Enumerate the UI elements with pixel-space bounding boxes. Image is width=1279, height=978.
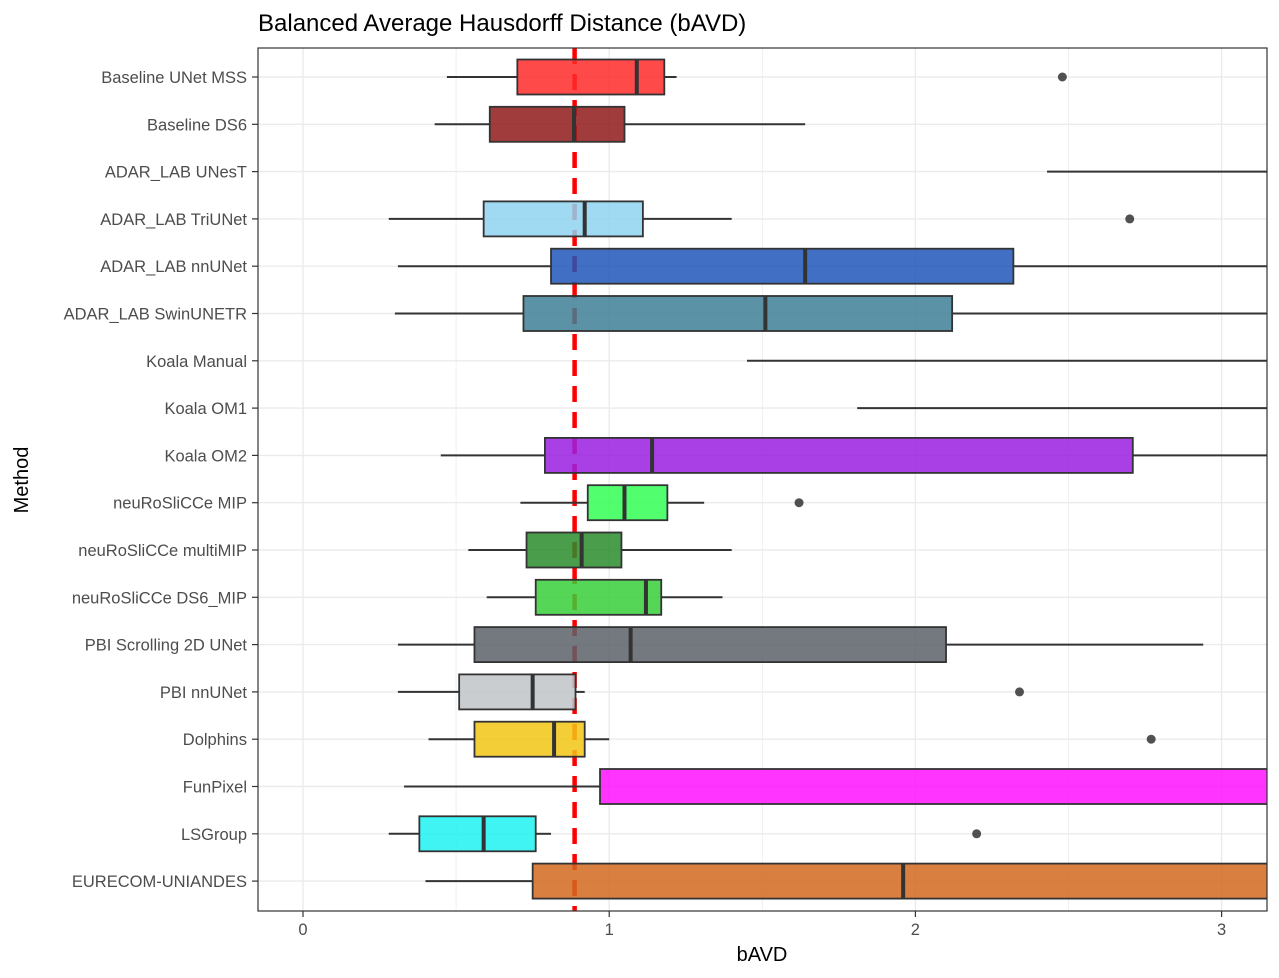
box-iqr bbox=[550, 247, 1015, 285]
y-tick-label: Koala OM1 bbox=[164, 400, 247, 418]
y-tick-label: Baseline UNet MSS bbox=[101, 69, 247, 87]
outlier-point bbox=[1146, 734, 1156, 744]
y-tick-label: Koala OM2 bbox=[164, 447, 247, 465]
y-tick-label: neuRoSliCCe DS6_MIP bbox=[72, 589, 247, 607]
box-group bbox=[397, 247, 1267, 285]
box-iqr bbox=[516, 58, 666, 96]
x-axis: 0 1 2 3 bbox=[298, 911, 1226, 939]
y-tick-label: PBI Scrolling 2D UNet bbox=[85, 637, 248, 655]
box-iqr bbox=[586, 484, 669, 522]
y-axis-label: Method bbox=[11, 447, 33, 514]
box-group bbox=[434, 105, 806, 143]
box-group bbox=[397, 626, 1204, 663]
y-tick-label: neuRoSliCCe MIP bbox=[113, 495, 247, 513]
box-iqr bbox=[599, 768, 1267, 805]
box-group bbox=[468, 531, 732, 569]
y-tick-label: PBI nnUNet bbox=[160, 684, 248, 702]
outlier-point bbox=[1057, 72, 1067, 82]
box-iqr bbox=[473, 720, 586, 758]
plot-panel-border bbox=[257, 47, 1268, 912]
box-group bbox=[486, 578, 723, 616]
box-iqr bbox=[482, 200, 644, 238]
box-group bbox=[440, 436, 1267, 474]
outlier-point bbox=[972, 829, 982, 839]
x-tick-label: 1 bbox=[605, 921, 614, 939]
x-tick-label: 0 bbox=[298, 921, 307, 939]
box-iqr bbox=[488, 105, 626, 143]
box-group bbox=[388, 200, 1135, 238]
box-layer bbox=[388, 58, 1267, 900]
box-iqr bbox=[458, 673, 577, 711]
y-tick-label: Koala Manual bbox=[146, 353, 247, 371]
box-group bbox=[428, 720, 1156, 758]
box-iqr bbox=[543, 436, 1134, 474]
box-iqr bbox=[418, 815, 537, 853]
y-tick-label: neuRoSliCCe multiMIP bbox=[78, 542, 247, 560]
box-group bbox=[425, 862, 1267, 900]
y-tick-label: FunPixel bbox=[183, 779, 247, 797]
box-group bbox=[446, 58, 1067, 96]
y-tick-label: ADAR_LAB SwinUNETR bbox=[64, 306, 247, 324]
y-tick-label: ADAR_LAB UNesT bbox=[105, 164, 247, 182]
y-tick-label: Dolphins bbox=[183, 731, 247, 749]
y-tick-label: Baseline DS6 bbox=[147, 116, 247, 134]
outlier-point bbox=[1015, 687, 1025, 697]
box-group bbox=[397, 673, 1025, 711]
box-iqr bbox=[525, 531, 623, 569]
box-group bbox=[394, 295, 1267, 332]
y-tick-label: LSGroup bbox=[181, 826, 247, 844]
outlier-point bbox=[1125, 214, 1135, 224]
chart-title: Balanced Average Hausdorff Distance (bAV… bbox=[258, 10, 746, 37]
x-axis-label: bAVD bbox=[737, 944, 788, 966]
box-group bbox=[520, 484, 804, 522]
box-group bbox=[404, 768, 1267, 805]
box-iqr bbox=[473, 626, 947, 663]
y-tick-label: EURECOM-UNIANDES bbox=[72, 873, 247, 891]
outlier-point bbox=[794, 498, 804, 508]
box-group bbox=[388, 815, 982, 853]
y-tick-label: ADAR_LAB TriUNet bbox=[100, 211, 247, 229]
box-iqr bbox=[522, 295, 954, 332]
x-tick-label: 2 bbox=[911, 921, 920, 939]
box-iqr bbox=[531, 862, 1267, 900]
box-iqr bbox=[534, 578, 663, 616]
y-axis: Baseline UNet MSS Baseline DS6 ADAR_LAB UN… bbox=[64, 69, 258, 891]
y-tick-label: ADAR_LAB nnUNet bbox=[100, 258, 247, 276]
x-tick-label: 3 bbox=[1217, 921, 1226, 939]
